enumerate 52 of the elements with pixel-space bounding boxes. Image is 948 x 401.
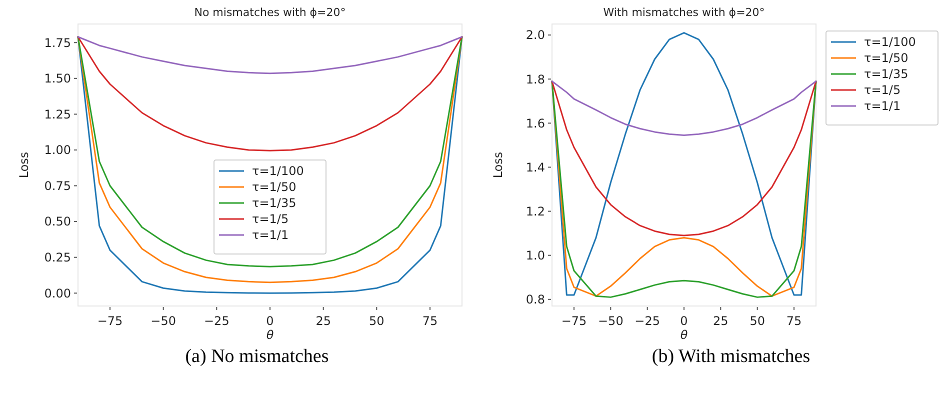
y-tick-label: 0.50 — [44, 214, 71, 229]
text: (b) With mismatches — [652, 346, 810, 367]
line-series — [77, 36, 463, 74]
line-series — [551, 80, 817, 136]
y-tick-label: 0.75 — [44, 178, 71, 193]
line-series — [551, 32, 817, 296]
legend-label: τ=1/50 — [864, 51, 908, 66]
y-tick-label: 1.75 — [44, 36, 71, 50]
legend-label: τ=1/100 — [864, 35, 916, 50]
y-tick-label: 1.50 — [44, 72, 71, 86]
legend-label: τ=1/5 — [864, 83, 901, 98]
y-axis-title: Loss — [491, 152, 505, 178]
legend-label: τ=1/5 — [252, 212, 289, 226]
legend-label: τ=1/50 — [252, 180, 296, 194]
y-tick-label: 1.25 — [44, 107, 71, 122]
chart-title: With mismatches with ϕ=20° — [603, 6, 765, 19]
legend-label: τ=1/1 — [252, 228, 289, 242]
x-axis-title: θ — [680, 328, 688, 342]
y-tick-label: 1.2 — [526, 204, 545, 218]
legend-label: τ=1/35 — [252, 196, 296, 210]
x-tick-label: 0 — [266, 314, 274, 328]
y-axis-title: Loss — [17, 152, 31, 178]
legend-label: τ=1/100 — [252, 164, 304, 178]
y-tick-label: 0.25 — [44, 250, 71, 265]
y-tick-label: 1.8 — [526, 72, 545, 86]
line-series — [77, 36, 463, 152]
x-tick-label: 0 — [680, 314, 688, 328]
chart-title: No mismatches with ϕ=20° — [194, 6, 346, 19]
x-tick-label: −50 — [150, 314, 176, 328]
x-tick-label: 50 — [369, 314, 384, 328]
x-tick-label: 50 — [750, 314, 765, 328]
y-tick-label: 1.0 — [526, 248, 545, 263]
x-tick-label: −25 — [634, 314, 660, 328]
y-tick-label: 0.00 — [44, 286, 71, 300]
x-tick-label: −25 — [204, 314, 230, 328]
x-tick-label: −50 — [598, 314, 624, 328]
x-tick-label: −75 — [97, 314, 123, 328]
y-tick-label: 1.4 — [526, 160, 545, 174]
x-axis-title: θ — [266, 328, 274, 342]
x-tick-label: 75 — [422, 314, 438, 328]
x-tick-label: −75 — [561, 314, 587, 328]
x-tick-label: 25 — [713, 314, 728, 328]
line-series — [551, 80, 817, 236]
x-tick-label: 75 — [786, 314, 802, 328]
y-tick-label: 2.0 — [526, 28, 545, 42]
y-tick-label: 1.6 — [526, 116, 545, 130]
y-tick-label: 1.00 — [44, 143, 71, 158]
x-tick-label: 25 — [316, 314, 331, 328]
legend-label: τ=1/1 — [864, 99, 901, 114]
text: (a) No mismatches — [185, 346, 329, 367]
y-tick-label: 0.8 — [526, 292, 545, 307]
legend-label: τ=1/35 — [864, 67, 908, 82]
